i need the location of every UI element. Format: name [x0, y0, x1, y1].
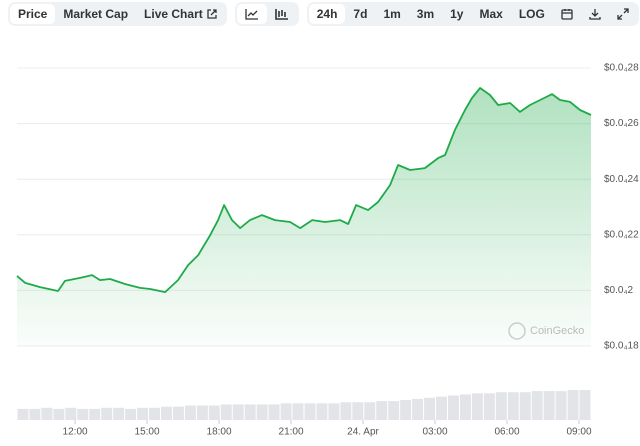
volume-bar: [149, 407, 160, 420]
area: [17, 88, 591, 346]
volume-bar: [519, 392, 531, 420]
expand-icon: [617, 8, 629, 20]
volume-bar: [459, 394, 471, 420]
volume-bar: [412, 398, 424, 420]
volume-bar: [29, 408, 41, 420]
volume-bar: [65, 407, 77, 420]
volume-bar: [232, 404, 244, 420]
volume-bar: [41, 407, 53, 420]
volume-bar: [436, 396, 447, 420]
market-cap-button[interactable]: Market Cap: [63, 7, 129, 21]
line-icon: [245, 9, 258, 20]
volume-bar: [172, 406, 184, 420]
range-button[interactable]: 24h: [308, 4, 346, 24]
y-tick-label: $0.0₄22: [604, 229, 639, 240]
volume-bar: [364, 402, 376, 420]
range-button[interactable]: 1y: [450, 7, 464, 21]
range-group: 24h 7d 1m 3m 1y Max LOG: [306, 2, 639, 26]
watermark-text: CoinGecko: [530, 325, 584, 337]
volume-bar: [89, 408, 101, 420]
volume-bar: [448, 395, 459, 420]
x-tick-label: 03:00: [423, 427, 448, 438]
volume-bar: [220, 404, 232, 420]
volume-bar: [125, 408, 137, 420]
volume-bar: [316, 403, 328, 420]
volume-bar: [376, 401, 388, 420]
volume-bar: [268, 404, 280, 420]
candle-button[interactable]: [267, 4, 297, 24]
volume-bar: [256, 404, 268, 420]
line: [16, 87, 592, 293]
volume-bar: [340, 402, 352, 420]
volume-bar: [101, 407, 113, 420]
volume-bar: [304, 403, 316, 420]
download-button[interactable]: [581, 4, 609, 24]
volume-bar: [53, 408, 65, 420]
volume-bar: [483, 393, 495, 420]
volume-bar: [280, 403, 292, 420]
volume-bar: [567, 390, 579, 420]
volume-bar: [543, 391, 555, 420]
range-button[interactable]: 3m: [416, 7, 435, 21]
candle-icon: [274, 9, 288, 20]
external-icon: [207, 9, 217, 19]
live-chart-button[interactable]: Live Chart: [136, 4, 225, 24]
calendar-button[interactable]: [553, 4, 581, 24]
volume-bar: [555, 391, 567, 420]
x-tick-label: 24. Apr: [347, 427, 379, 438]
volume-bar: [17, 408, 29, 420]
x-tick-label: 06:00: [494, 427, 519, 438]
volume-bar: [531, 391, 543, 420]
y-tick-label: $0.0₄26: [604, 118, 639, 129]
calendar-icon: [561, 9, 573, 20]
volume-bar: [328, 403, 340, 420]
volume-bar: [495, 392, 507, 420]
volume-bar: [184, 405, 196, 420]
volume-bar: [77, 408, 89, 420]
type-group: [234, 2, 299, 26]
range-button[interactable]: 7d: [353, 7, 368, 21]
volume-bar: [400, 400, 412, 420]
volume-bar: [113, 407, 125, 420]
volume-bar: [507, 392, 519, 420]
volume-bar: [137, 407, 149, 420]
watermark: CoinGecko: [508, 322, 584, 340]
expand-button[interactable]: [609, 4, 637, 24]
toolbar: Price Market Cap Live Chart 24h 7d 1m 3m…: [8, 2, 639, 26]
y-tick-label: $0.0₄24: [604, 174, 639, 185]
volume-bar: [244, 404, 256, 420]
volume-bar: [579, 390, 591, 420]
x-tick-label: 21:00: [279, 427, 304, 438]
volume-bar: [424, 397, 436, 420]
price-button[interactable]: Price: [10, 4, 56, 24]
volume-bar: [161, 406, 172, 420]
y-tick-label: $0.0₄2: [604, 285, 634, 296]
download-icon: [589, 9, 601, 20]
range-button[interactable]: Max: [479, 7, 503, 21]
view-group: Price Market Cap Live Chart: [8, 2, 227, 26]
volume-bar: [196, 405, 208, 420]
volume-bar: [471, 393, 483, 420]
x-tick-label: 12:00: [63, 427, 88, 438]
volume-bar: [352, 402, 364, 420]
range-button[interactable]: 1m: [383, 7, 401, 21]
line-button[interactable]: [236, 4, 267, 24]
log-button[interactable]: LOG: [518, 7, 545, 21]
y-tick-label: $0.0₄28: [604, 63, 639, 74]
x-tick-label: 15:00: [135, 427, 160, 438]
x-tick-label: 18:00: [207, 427, 232, 438]
volume-bar: [292, 403, 304, 420]
volume-bar: [208, 405, 220, 420]
y-tick-label: $0.0₄18: [604, 341, 639, 352]
label: Live Chart: [144, 7, 203, 21]
volume-bar: [388, 401, 400, 420]
x-tick-label: 09:00: [566, 427, 591, 438]
